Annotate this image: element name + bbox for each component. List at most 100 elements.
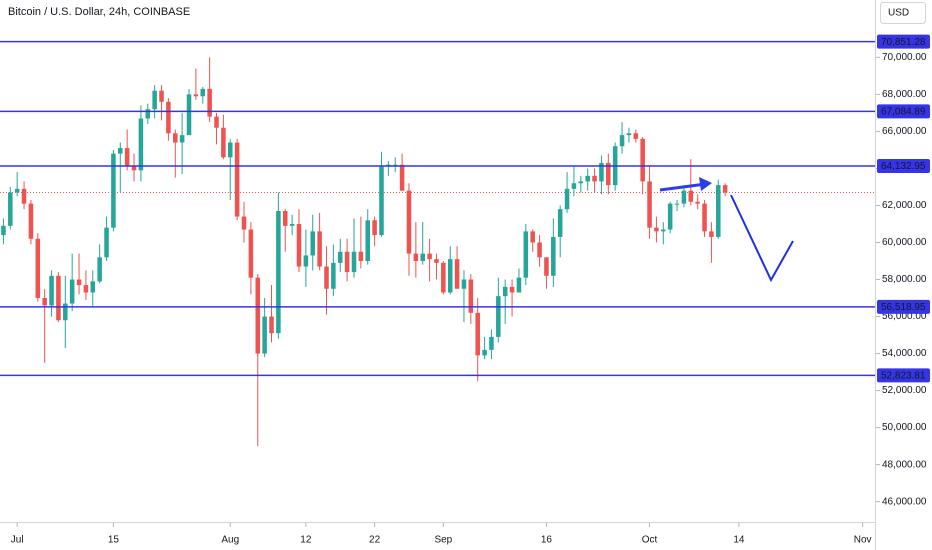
drawing-annotations [659, 177, 794, 283]
candle-body [674, 203, 680, 205]
plot [0, 40, 875, 447]
x-tick-label: 14 [733, 535, 745, 546]
candle-body [276, 211, 281, 334]
level-label-bg [877, 158, 930, 173]
level-label: 67,084.89 [881, 106, 926, 117]
candle-body [255, 277, 261, 354]
candle-body [248, 229, 254, 278]
projection-path [730, 194, 794, 283]
candle-body [544, 257, 549, 276]
candle-body [138, 118, 144, 171]
candle-body [296, 223, 302, 267]
candle-body [509, 286, 515, 293]
candle-body [585, 175, 590, 182]
candle-body [427, 253, 432, 260]
candle-body [351, 251, 357, 273]
candle-body [461, 279, 467, 289]
x-tick-label: Jul [11, 535, 24, 546]
x-tick-label: Sep [434, 535, 452, 546]
candle-body [159, 90, 164, 102]
candle-body [289, 223, 295, 226]
candle-body [681, 190, 687, 204]
candle-body [640, 138, 645, 182]
candle-body [344, 251, 350, 273]
candle-body [592, 175, 597, 182]
candle-body [145, 109, 151, 119]
candle-body [454, 259, 460, 289]
candle-body [447, 259, 453, 293]
x-tick-label: 12 [300, 535, 312, 546]
candle-body [688, 190, 694, 202]
y-tick-label: 70,000.00 [882, 52, 927, 63]
candle-body [434, 259, 439, 263]
level-label: 56,518.95 [881, 302, 926, 313]
y-tick-label: 54,000.00 [882, 348, 927, 359]
level-label-bg [877, 34, 930, 49]
candle-body [166, 101, 171, 134]
candle-body [482, 349, 487, 356]
y-tick-label: 62,000.00 [882, 200, 927, 211]
candle-body [661, 229, 666, 232]
candle-body [118, 148, 123, 154]
x-tick-label: Aug [221, 535, 239, 546]
level-label: 70,851.28 [881, 37, 926, 48]
candle-body [379, 166, 384, 236]
candle-body [695, 201, 700, 204]
level-label: 52,823.81 [881, 370, 926, 381]
currency-label[interactable]: USD [888, 8, 909, 19]
candle-body [179, 135, 185, 143]
y-tick-label: 52,000.00 [882, 385, 927, 396]
y-tick-label: 48,000.00 [882, 459, 927, 470]
candle-body [551, 236, 556, 276]
candle-body [310, 231, 316, 256]
y-tick-label: 58,000.00 [882, 274, 927, 285]
currency-button[interactable] [880, 2, 926, 24]
candle-body [42, 298, 47, 306]
level-label-bg [877, 368, 930, 383]
candle-body [337, 251, 343, 263]
candle-body [599, 162, 604, 182]
candle-body [83, 285, 89, 293]
candle-body [1, 225, 6, 236]
candle-body [56, 275, 61, 321]
candle-body [516, 277, 522, 293]
candle-body [317, 231, 322, 267]
y-tick-label: 56,000.00 [882, 311, 927, 322]
candle-body [35, 238, 41, 299]
candle-body [14, 188, 20, 193]
candle-body [303, 255, 309, 267]
candle-body [530, 231, 535, 243]
candle-body [221, 127, 226, 158]
candle-body [502, 286, 508, 297]
candle-body [413, 253, 419, 261]
candle-body [21, 188, 27, 204]
candle-body [441, 262, 446, 293]
candle-body [578, 181, 584, 184]
candle-body [234, 142, 240, 217]
candle-body [489, 336, 494, 350]
candle-body [475, 312, 480, 356]
candle-body [557, 209, 563, 237]
candle-body [186, 94, 192, 136]
candle-body [633, 133, 639, 139]
candle-body [564, 188, 570, 210]
x-tick-label: 16 [541, 535, 553, 546]
y-tick-label: 60,000.00 [882, 237, 927, 248]
y-tick-label: 46,000.00 [882, 496, 927, 507]
candle-body [496, 296, 501, 337]
candle-body [63, 303, 68, 321]
candle-body [28, 203, 34, 239]
candle-body [372, 220, 377, 236]
candle-body [626, 133, 632, 136]
x-tick-label: 15 [108, 535, 120, 546]
candle-body [523, 231, 529, 278]
candle-body [173, 133, 178, 143]
candle-body [8, 192, 13, 226]
candle-body [619, 135, 625, 147]
candle-body [331, 262, 336, 289]
candle-body [104, 227, 109, 258]
candle-body [702, 203, 707, 232]
candle-body [152, 90, 157, 110]
